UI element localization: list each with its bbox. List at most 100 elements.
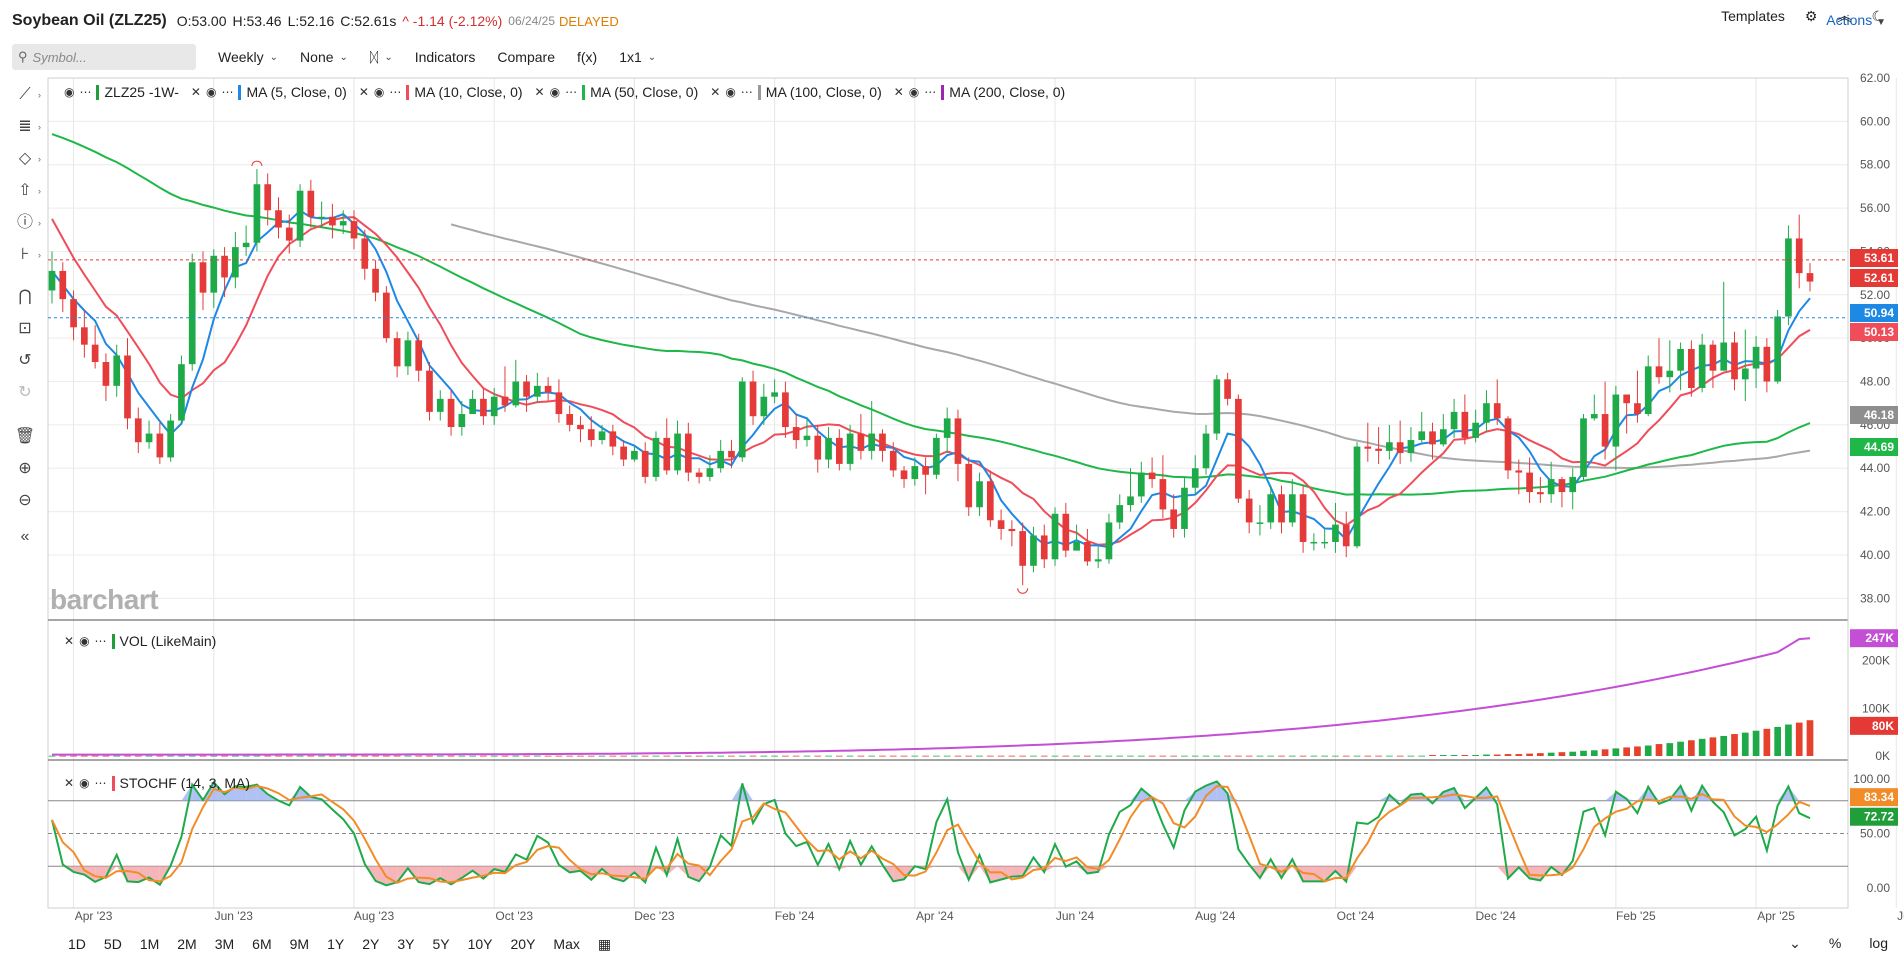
more-icon[interactable]: ⋯: [924, 85, 937, 99]
more-icon[interactable]: ⋯: [565, 85, 578, 99]
candle: [1666, 340, 1674, 393]
more-icon[interactable]: ⋯: [79, 85, 92, 99]
close-icon[interactable]: ✕: [190, 85, 201, 99]
close-icon[interactable]: ✕: [64, 634, 75, 648]
chevron-right-icon: ›: [38, 250, 41, 260]
collapse-tools-icon[interactable]: «: [20, 528, 30, 545]
eye-icon[interactable]: ◉: [79, 634, 90, 648]
stoch-oversold-fill: [127, 866, 139, 883]
candle-body: [447, 398, 455, 428]
collapse-down-icon[interactable]: ⌄: [1789, 935, 1801, 951]
more-icon[interactable]: ⋯: [740, 85, 753, 99]
range-button-9m[interactable]: 9M: [289, 936, 310, 952]
candle-body: [1418, 431, 1426, 441]
volume-bar: [1806, 720, 1814, 756]
symbol-search-input[interactable]: ⚲ Symbol...: [12, 44, 196, 70]
pane-borders: [47, 77, 1849, 909]
more-icon[interactable]: ⋯: [94, 634, 107, 648]
range-button-3y[interactable]: 3Y: [397, 936, 415, 952]
quote-header: Soybean Oil (ZLZ25) O:53.00 H:53.46 L:52…: [0, 0, 1904, 42]
eye-icon[interactable]: ◉: [64, 85, 75, 99]
line-tool-icon[interactable]: ⟋ ›: [14, 84, 41, 106]
volume-bar: [997, 755, 1005, 757]
shape-tool-icon[interactable]: ◇ ›: [14, 148, 41, 170]
function-button[interactable]: f(x): [577, 49, 597, 65]
volume-bar: [1526, 753, 1533, 756]
range-button-1m[interactable]: 1M: [139, 936, 160, 952]
candle: [1547, 461, 1555, 503]
overlay-dropdown[interactable]: None ⌄: [300, 49, 348, 65]
close-icon[interactable]: ✕: [893, 85, 904, 99]
close-icon[interactable]: ✕: [358, 85, 369, 99]
candle: [1051, 507, 1059, 566]
volume-bar: [825, 755, 832, 757]
templates-button[interactable]: Templates: [1721, 8, 1785, 24]
quote-date: 06/24/25: [508, 14, 555, 28]
range-button-max[interactable]: Max: [553, 936, 580, 952]
range-button-1d[interactable]: 1D: [68, 936, 86, 952]
gear-icon[interactable]: ⚙: [1804, 7, 1818, 24]
interval-dropdown[interactable]: Weekly ⌄: [218, 49, 278, 65]
layout-dropdown[interactable]: 1x1 ⌄: [619, 49, 656, 65]
volume-bar: [1202, 755, 1210, 757]
range-button-2y[interactable]: 2Y: [362, 936, 380, 952]
zoom-out-icon[interactable]: ⊖: [18, 492, 32, 509]
eye-icon[interactable]: ◉: [79, 776, 90, 790]
range-button-1y[interactable]: 1Y: [327, 936, 345, 952]
candle-body: [372, 268, 379, 293]
candle: [1580, 414, 1587, 482]
unlock-icon[interactable]: ⊡: [18, 320, 32, 337]
volume-bar: [275, 755, 282, 757]
range-button-5y[interactable]: 5Y: [432, 936, 450, 952]
eye-icon[interactable]: ◉: [725, 85, 736, 99]
more-icon[interactable]: ⋯: [221, 85, 234, 99]
moon-icon[interactable]: ☾: [1871, 7, 1884, 24]
eye-icon[interactable]: ◉: [205, 85, 217, 99]
eye-icon[interactable]: ◉: [908, 85, 920, 99]
collapse-icon[interactable]: ︽: [1837, 8, 1852, 24]
range-button-5d[interactable]: 5D: [103, 936, 122, 952]
candle-body: [1159, 479, 1167, 510]
candle: [620, 440, 627, 467]
price-marker-label: 50.94: [1850, 304, 1898, 322]
indicators-button[interactable]: Indicators: [415, 49, 476, 65]
range-button-3m[interactable]: 3M: [214, 936, 235, 952]
stoch-overbought-fill: [947, 799, 958, 801]
info-tool-icon[interactable]: ⓘ ›: [14, 212, 41, 234]
undo-icon[interactable]: ↺: [18, 352, 32, 369]
candle: [1267, 485, 1275, 529]
log-scale-button[interactable]: log: [1869, 935, 1888, 951]
calendar-icon[interactable]: ▦: [597, 935, 612, 952]
volume-bar: [1159, 755, 1167, 757]
eye-icon[interactable]: ◉: [549, 85, 561, 99]
range-button-20y[interactable]: 20Y: [510, 936, 536, 952]
close-icon[interactable]: ✕: [534, 85, 545, 99]
candle: [889, 442, 897, 477]
chart-type-dropdown[interactable]: ᛞ ⌄: [370, 49, 393, 65]
redo-icon[interactable]: ↻: [18, 384, 32, 401]
measure-tool-icon[interactable]: ⊦ ›: [14, 244, 41, 266]
close-icon[interactable]: ✕: [64, 776, 75, 790]
more-icon[interactable]: ⋯: [389, 85, 402, 99]
volume-bar: [814, 755, 822, 757]
volume-bar: [1213, 755, 1221, 757]
compare-button[interactable]: Compare: [497, 49, 555, 65]
arrow-tool-icon[interactable]: ⇧ ›: [14, 180, 41, 202]
close-icon[interactable]: ✕: [710, 85, 721, 99]
zoom-in-icon[interactable]: ⊕: [18, 460, 32, 477]
fib-tool-icon[interactable]: ≣ ›: [14, 116, 41, 138]
magnet-icon[interactable]: ⋂: [18, 288, 32, 305]
eye-icon[interactable]: ◉: [373, 85, 385, 99]
candle-body: [814, 435, 822, 460]
range-button-6m[interactable]: 6M: [252, 936, 272, 952]
range-button-2m[interactable]: 2M: [177, 936, 197, 952]
range-button-10y[interactable]: 10Y: [467, 936, 493, 952]
actions-menu[interactable]: Actions ▼: [1826, 12, 1886, 28]
volume-bar: [1030, 755, 1037, 757]
more-icon[interactable]: ⋯: [94, 776, 107, 790]
stoch-overbought-fill: [1637, 786, 1649, 801]
trash-icon[interactable]: 🗑: [14, 428, 36, 445]
price-marker-text: 52.61: [1864, 271, 1894, 285]
percent-scale-button[interactable]: %: [1828, 935, 1842, 951]
